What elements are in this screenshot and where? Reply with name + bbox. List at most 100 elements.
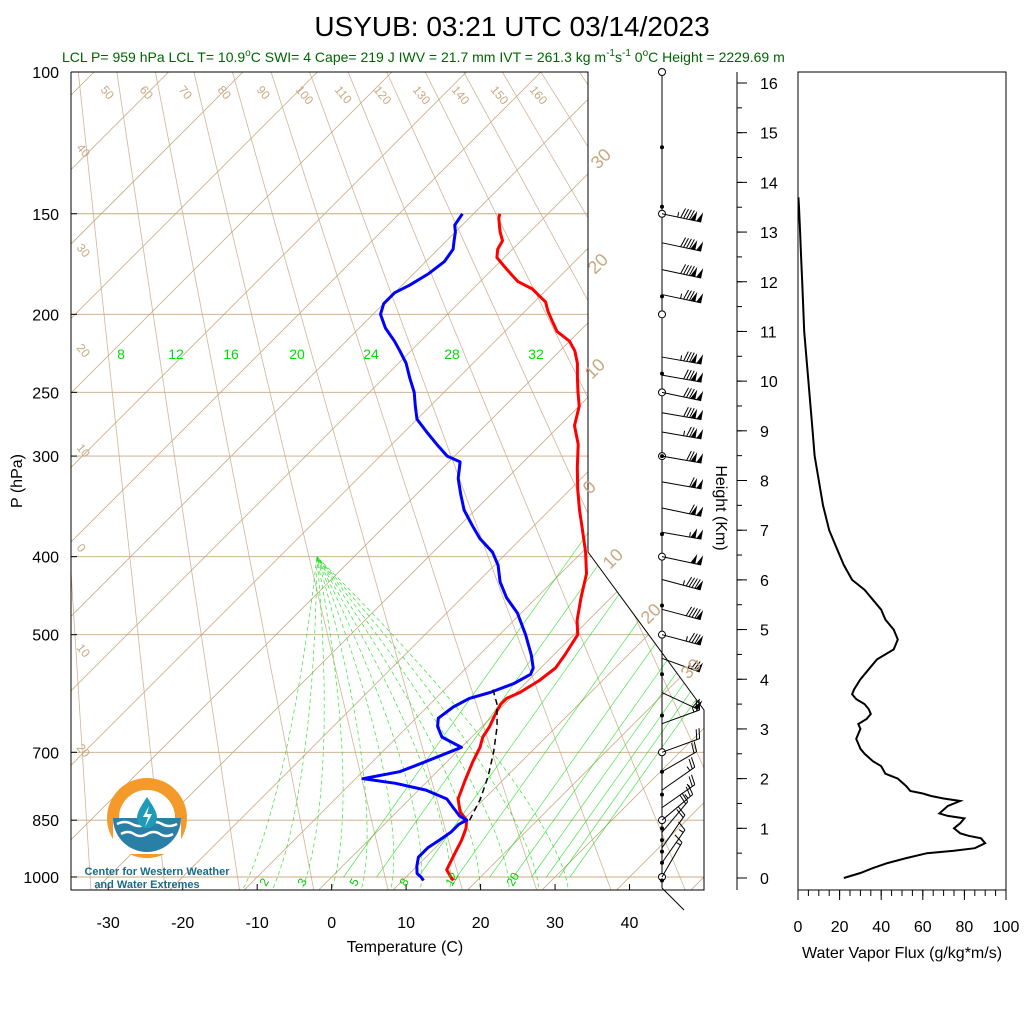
wind-barb-flag: [696, 555, 704, 565]
moist-adiabat-line: [316, 556, 344, 890]
isotherm-label-top: 130: [410, 83, 434, 108]
wind-barb-flag: [696, 529, 704, 540]
profile-dot: [660, 532, 664, 537]
pressure-tick-label: 400: [32, 550, 59, 567]
temperature-tick-label: 0: [327, 915, 336, 932]
mixing-ratio-label: 24: [363, 346, 379, 362]
profile-dot: [660, 672, 664, 677]
bolt-icon: [143, 806, 152, 827]
wind-barb-flag: [696, 354, 704, 365]
moist-adiabat-line: [239, 556, 318, 890]
height-tick-label: 1: [760, 821, 769, 838]
height-tick-label: 5: [760, 623, 769, 640]
height-tick-label: 10: [760, 374, 778, 391]
wind-barb-shaft: [661, 356, 702, 365]
dry-adiabat-line: [811, 72, 1024, 894]
wind-barb-shaft: [661, 579, 701, 591]
mixing-ratio-line: [531, 362, 704, 878]
flux-tick-label: 0: [794, 919, 803, 936]
moist-adiabat-line: [269, 556, 318, 890]
wind-barb-feather: [680, 237, 687, 248]
temperature-tick-label: 30: [546, 915, 564, 932]
wind-barb-feather: [688, 504, 695, 515]
dry-adiabat-line: [77, 72, 167, 890]
wind-barb-flag: [695, 609, 704, 620]
pressure-tick-label: 1000: [23, 870, 59, 887]
isotherm-label-right: 10: [581, 355, 609, 383]
wind-barb-flag: [696, 212, 704, 223]
profile-dot: [660, 603, 664, 608]
wind-barb-half: [682, 580, 686, 586]
wind-barb-feather: [694, 634, 701, 644]
wind-barb-flag: [696, 241, 704, 252]
wind-barb-flag: [690, 477, 698, 488]
isotherm-label-right: 10: [599, 545, 627, 573]
wind-barb-feather: [686, 450, 692, 461]
wind-barb-feather: [688, 388, 695, 399]
moist-adiabat-line: [316, 556, 368, 890]
wind-barb: [661, 632, 704, 646]
profile-tail: [661, 887, 685, 911]
sounding-curves: [361, 212, 588, 882]
wind-barb: [661, 264, 704, 279]
wind-barb-feather: [694, 608, 701, 619]
height-tick-label: 14: [760, 175, 778, 192]
wind-barb-feather: [686, 407, 692, 418]
wind-barb: [661, 504, 704, 517]
height-tick-label: 4: [760, 672, 769, 689]
height-tick-label: 9: [760, 424, 769, 441]
wind-barb-flag: [690, 240, 698, 250]
isotherm-label-top: 80: [215, 83, 235, 102]
wind-barb-feather: [683, 387, 689, 398]
pressure-ticks: 100 150 200 250 300 400 500 700 850 1000: [23, 65, 77, 887]
isotherm-label-left: 20: [74, 741, 94, 760]
wind-barb-feather: [686, 351, 692, 362]
height-tick-label: 12: [760, 275, 778, 292]
dry-adiabat-line: [116, 72, 241, 890]
wind-barb: [661, 477, 704, 490]
wind-barb: [661, 208, 704, 223]
background-lines: [71, 72, 1024, 894]
flux-tick-label: 80: [956, 919, 974, 936]
wind-barb-feather: [691, 633, 698, 643]
wind-barb-feather: [693, 741, 698, 752]
wind-barb-shaft: [661, 455, 702, 464]
dry-adiabat-line: [734, 72, 1024, 894]
dry-adiabat-line: [463, 72, 704, 890]
height-tick-label: 11: [760, 324, 777, 341]
wind-barb-half: [675, 842, 681, 846]
dewpoint-line: [361, 212, 535, 882]
dry-adiabat-line: [501, 72, 704, 890]
wind-barb: [661, 553, 704, 566]
profile-dot: [660, 826, 664, 831]
wind-barb-feather: [679, 794, 687, 805]
isotherm-line: [71, 72, 467, 890]
isotherm-label-top: 150: [488, 83, 512, 108]
dry-adiabat-line: [71, 72, 92, 890]
wind-barb-flag: [690, 353, 698, 363]
isotherm-label-left: 20: [74, 341, 94, 360]
wind-barb-shaft: [661, 784, 696, 809]
dry-adiabat-line: [579, 72, 704, 890]
temperature-tick-label: 20: [472, 915, 490, 932]
wind-barb-feather: [683, 264, 689, 275]
wind-barb-feather: [691, 578, 698, 588]
mixing-ratio-label: 20: [289, 346, 305, 362]
isotherm-line: [71, 72, 704, 890]
dry-adiabat-line: [309, 72, 613, 890]
dry-adiabat-line: [849, 72, 1024, 894]
wind-barb-shaft: [661, 814, 686, 849]
wind-barb-shaft: [661, 738, 700, 753]
flux-series-line: [797, 197, 987, 879]
profile-dot: [660, 792, 664, 797]
wind-barb-feather: [683, 289, 689, 300]
wind-barb-feather: [698, 728, 701, 739]
wind-barb-feather: [676, 809, 684, 818]
isotherm-line: [71, 72, 691, 890]
wind-barb-feather: [691, 774, 696, 785]
dry-adiabat-line: [694, 72, 704, 890]
isotherm-label-left: 10: [74, 441, 94, 460]
isotherm-label-top: 160: [527, 83, 551, 108]
wind-barb: [661, 606, 704, 621]
wind-barb-feather: [678, 821, 686, 831]
